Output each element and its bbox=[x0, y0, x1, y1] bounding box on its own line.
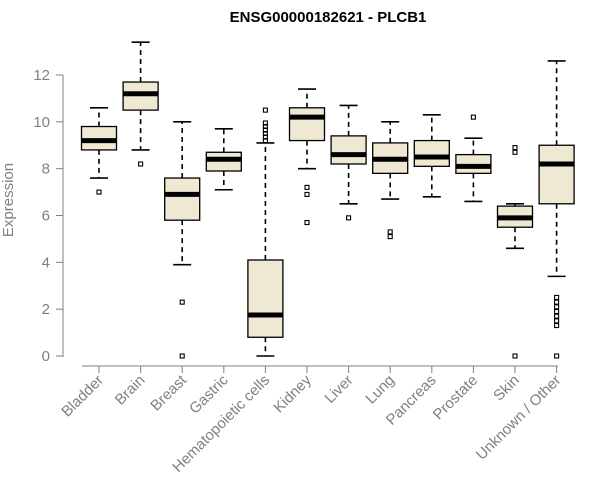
outlier-point bbox=[554, 299, 560, 305]
box bbox=[247, 259, 284, 338]
outlier-point bbox=[554, 304, 560, 310]
outlier-point bbox=[470, 114, 476, 120]
outlier-point bbox=[179, 353, 185, 359]
outlier-point bbox=[554, 313, 560, 319]
box-group bbox=[247, 107, 284, 357]
y-axis-ticks: 0 2 4 6 8 10 12 bbox=[33, 67, 63, 365]
outlier-point bbox=[554, 318, 560, 324]
outlier-point bbox=[387, 234, 393, 240]
outlier-point bbox=[304, 184, 310, 190]
x-tick-label: Liver bbox=[321, 372, 356, 407]
x-tick-label: Brain bbox=[112, 372, 149, 409]
plot-area bbox=[80, 41, 575, 359]
y-tick-label: 0 bbox=[42, 348, 50, 365]
box bbox=[413, 139, 450, 167]
box bbox=[288, 107, 326, 142]
y-tick-label: 2 bbox=[42, 301, 50, 318]
y-tick-label: 6 bbox=[42, 208, 50, 225]
box bbox=[538, 144, 575, 205]
box-group bbox=[205, 128, 242, 191]
box-group bbox=[288, 88, 326, 226]
outlier-point bbox=[96, 189, 102, 195]
box-group bbox=[164, 121, 201, 359]
chart-title: ENSG00000182621 - PLCB1 bbox=[230, 9, 427, 26]
outlier-point bbox=[512, 149, 518, 155]
y-tick-label: 8 bbox=[42, 161, 50, 178]
y-axis-label: Expression bbox=[0, 163, 17, 237]
box-group bbox=[330, 104, 367, 221]
box-group bbox=[122, 41, 159, 167]
outlier-point bbox=[262, 107, 268, 113]
outlier-point bbox=[387, 229, 393, 235]
x-tick-label: Prostate bbox=[430, 372, 482, 424]
x-tick-label: Kidney bbox=[270, 371, 315, 416]
box bbox=[164, 177, 201, 221]
outlier-point bbox=[304, 219, 310, 226]
y-tick-label: 10 bbox=[33, 114, 50, 131]
box-group bbox=[372, 121, 409, 240]
box-group bbox=[455, 114, 492, 203]
x-tick-label: Bladder bbox=[58, 372, 107, 421]
box-group bbox=[496, 145, 534, 359]
outlier-point bbox=[346, 215, 352, 221]
outlier-point bbox=[304, 191, 310, 197]
box bbox=[330, 135, 367, 165]
outlier-point bbox=[512, 145, 518, 151]
outlier-point bbox=[138, 161, 144, 167]
x-tick-label: Lung bbox=[362, 372, 398, 408]
outlier-point bbox=[262, 120, 268, 126]
y-tick-label: 12 bbox=[33, 67, 50, 84]
box-group bbox=[80, 106, 118, 195]
outlier-point bbox=[179, 299, 185, 305]
box-group bbox=[413, 114, 450, 198]
x-tick-label: Skin bbox=[490, 372, 523, 405]
outlier-point bbox=[512, 353, 518, 359]
outlier-point bbox=[554, 353, 560, 359]
outlier-point bbox=[554, 294, 560, 301]
x-tick-label: Breast bbox=[147, 371, 190, 414]
y-tick-label: 4 bbox=[42, 254, 50, 271]
box-group bbox=[538, 60, 575, 359]
outlier-point bbox=[554, 323, 560, 329]
outlier-point bbox=[554, 308, 560, 315]
